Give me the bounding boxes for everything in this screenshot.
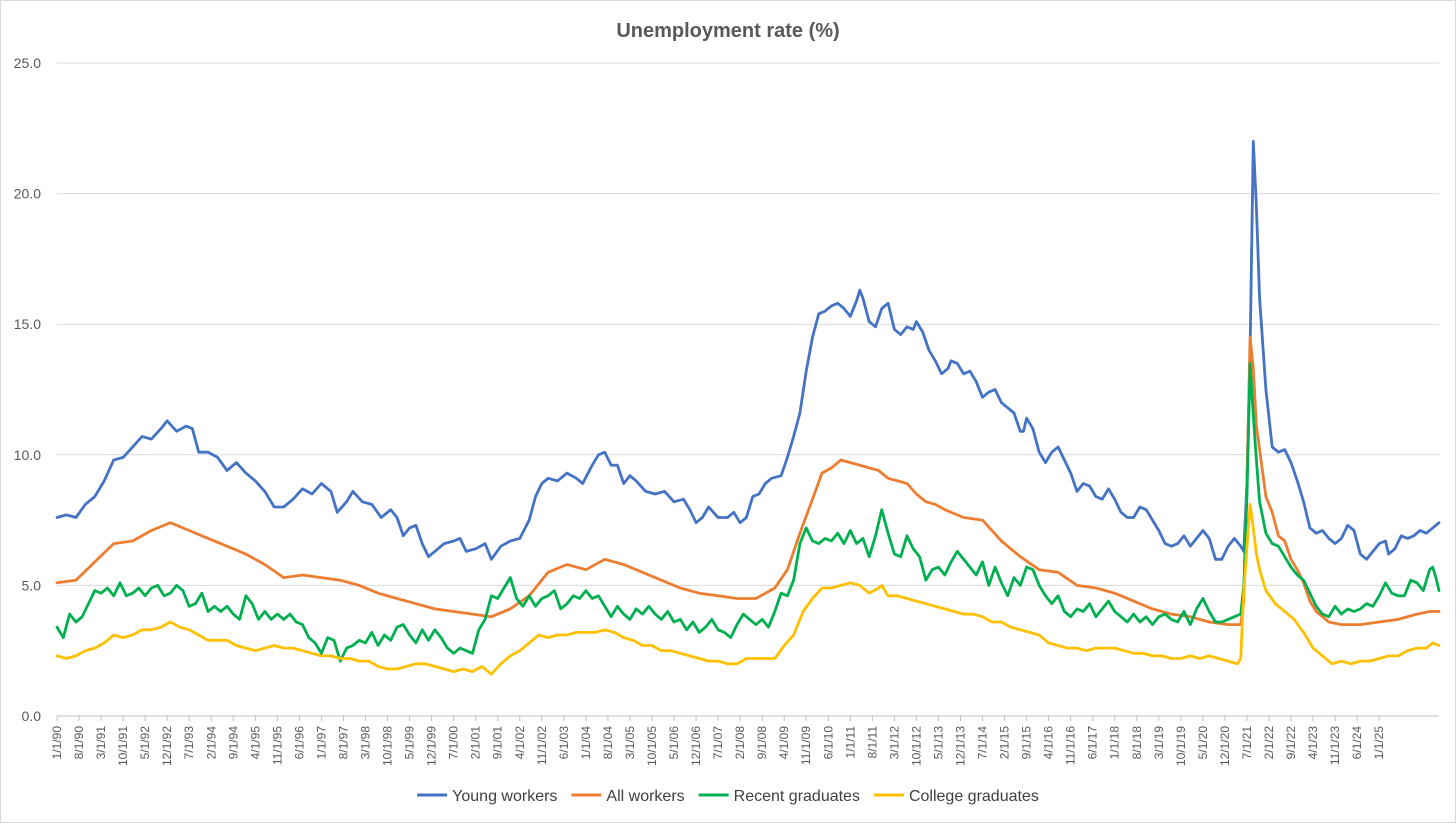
x-tick-label: 12/1/06 <box>689 726 703 766</box>
x-tick-label: 8/1/90 <box>72 726 86 760</box>
x-tick-label: 3/1/98 <box>359 726 373 760</box>
x-tick-label: 10/1/19 <box>1174 726 1188 766</box>
x-tick-label: 5/1/99 <box>403 726 417 760</box>
x-tick-label: 7/1/93 <box>182 726 196 760</box>
series-line-college-graduates <box>55 503 1441 676</box>
x-tick-label: 1/1/18 <box>1108 726 1122 760</box>
legend-item: Recent graduates <box>698 788 860 805</box>
x-tick-label: 3/1/19 <box>1152 726 1166 760</box>
x-tick-label: 7/1/07 <box>711 726 725 760</box>
x-tick-label: 8/1/04 <box>601 726 615 760</box>
y-tick-label: 20.0 <box>14 186 41 202</box>
x-tick-label: 6/1/17 <box>1086 726 1100 760</box>
x-tick-label: 1/1/11 <box>843 726 857 759</box>
legend-label: Young workers <box>452 788 557 805</box>
x-axis-ticks: 1/1/90 8/1/90 3/1/91 10/1/91 5/1/92 12/1/92 7/… <box>50 716 1386 766</box>
series-line-young-workers <box>55 140 1441 561</box>
x-tick-label: 8/1/11 <box>865 726 879 759</box>
y-axis-ticks: 0.0 5.0 10.0 15.0 20.0 25.0 <box>14 55 41 724</box>
x-tick-label: 6/1/03 <box>557 726 571 760</box>
x-tick-label: 2/1/08 <box>733 726 747 760</box>
x-tick-label: 11/1/23 <box>1328 726 1342 765</box>
legend-item: All workers <box>571 788 685 805</box>
x-tick-label: 8/1/97 <box>336 726 350 760</box>
x-tick-label: 7/1/00 <box>447 726 461 760</box>
x-tick-label: 7/1/21 <box>1240 726 1254 760</box>
x-tick-label: 6/1/96 <box>292 726 306 760</box>
legend-label: Recent graduates <box>734 788 860 805</box>
x-tick-label: 12/1/99 <box>425 726 439 766</box>
x-tick-label: 10/1/91 <box>116 726 130 766</box>
x-tick-label: 12/1/13 <box>953 726 967 766</box>
legend-item: College graduates <box>873 788 1039 805</box>
x-tick-label: 1/1/97 <box>314 726 328 760</box>
chart-title: Unemployment rate (%) <box>616 20 839 42</box>
x-tick-label: 9/1/15 <box>1020 726 1034 760</box>
x-tick-label: 11/1/09 <box>799 726 813 765</box>
x-tick-label: 2/1/22 <box>1262 726 1276 760</box>
x-tick-label: 4/1/95 <box>248 726 262 760</box>
legend: Young workers All workers Recent graduates… <box>417 788 1039 805</box>
x-tick-label: 10/1/12 <box>909 726 923 766</box>
x-tick-label: 2/1/01 <box>469 726 483 760</box>
x-tick-label: 8/1/18 <box>1130 726 1144 760</box>
series-lines <box>55 140 1441 676</box>
x-tick-label: 5/1/92 <box>138 726 152 760</box>
y-tick-label: 5.0 <box>22 577 42 593</box>
x-tick-label: 10/1/98 <box>381 726 395 766</box>
x-tick-label: 5/1/20 <box>1196 726 1210 760</box>
x-tick-label: 9/1/08 <box>755 726 769 760</box>
x-tick-label: 11/1/16 <box>1064 726 1078 765</box>
x-tick-label: 3/1/05 <box>623 726 637 760</box>
x-tick-label: 7/1/14 <box>976 726 990 760</box>
y-tick-label: 15.0 <box>14 316 41 332</box>
gridlines <box>57 62 1439 717</box>
x-tick-label: 2/1/94 <box>204 726 218 760</box>
x-tick-label: 11/1/95 <box>270 726 284 765</box>
x-tick-label: 1/1/90 <box>50 726 64 760</box>
series-line-recent-graduates <box>55 362 1441 663</box>
x-tick-label: 9/1/22 <box>1284 726 1298 760</box>
x-tick-label: 1/1/25 <box>1372 726 1386 760</box>
x-tick-label: 12/1/20 <box>1218 726 1232 766</box>
x-tick-label: 4/1/09 <box>777 726 791 760</box>
x-tick-label: 3/1/12 <box>887 726 901 760</box>
x-tick-label: 10/1/05 <box>645 726 659 766</box>
x-tick-label: 5/1/06 <box>667 726 681 760</box>
x-tick-label: 3/1/91 <box>94 726 108 760</box>
x-tick-label: 12/1/92 <box>160 726 174 766</box>
x-tick-label: 6/1/24 <box>1350 726 1364 760</box>
y-tick-label: 0.0 <box>22 708 42 724</box>
x-tick-label: 2/1/15 <box>998 726 1012 760</box>
x-tick-label: 4/1/23 <box>1306 726 1320 760</box>
x-tick-label: 4/1/02 <box>513 726 527 760</box>
series-line-all-workers <box>55 335 1441 626</box>
legend-item: Young workers <box>417 788 557 805</box>
x-tick-label: 5/1/13 <box>931 726 945 760</box>
x-tick-label: 1/1/04 <box>579 726 593 760</box>
y-tick-label: 25.0 <box>14 55 41 71</box>
legend-label: All workers <box>606 788 684 805</box>
y-tick-label: 10.0 <box>14 447 41 463</box>
legend-label: College graduates <box>909 788 1039 805</box>
x-tick-label: 9/1/01 <box>491 726 505 760</box>
x-tick-label: 4/1/16 <box>1042 726 1056 760</box>
x-tick-label: 9/1/94 <box>226 726 240 760</box>
x-tick-label: 6/1/10 <box>821 726 835 760</box>
x-tick-label: 11/1/02 <box>535 726 549 765</box>
